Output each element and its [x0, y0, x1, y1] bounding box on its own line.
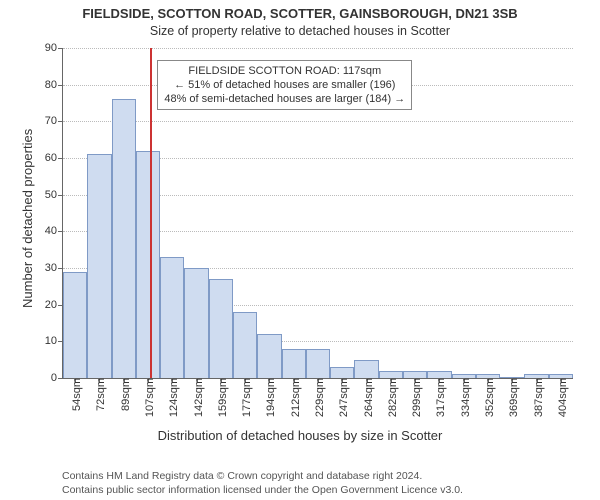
bar: [282, 349, 306, 378]
x-axis-label: Distribution of detached houses by size …: [0, 428, 600, 443]
ytick-label: 30: [45, 262, 63, 274]
plot-area: 010203040506070809054sqm72sqm89sqm107sqm…: [62, 48, 573, 379]
xtick-label: 352sqm: [480, 378, 496, 417]
annotation-line: 48% of semi-detached houses are larger (…: [164, 92, 405, 106]
grid-line: [63, 48, 573, 49]
ytick-label: 40: [45, 225, 63, 237]
xtick-label: 194sqm: [261, 378, 277, 417]
bar: [209, 279, 233, 378]
ytick-label: 0: [51, 372, 63, 384]
xtick-label: 264sqm: [359, 378, 375, 417]
xtick-label: 107sqm: [140, 378, 156, 417]
bar: [427, 371, 451, 378]
xtick-label: 142sqm: [189, 378, 205, 417]
bar: [354, 360, 378, 378]
xtick-label: 89sqm: [116, 378, 132, 411]
xtick-label: 177sqm: [237, 378, 253, 417]
xtick-label: 404sqm: [553, 378, 569, 417]
xtick-label: 72sqm: [91, 378, 107, 411]
ytick-label: 20: [45, 299, 63, 311]
bar: [233, 312, 257, 378]
ytick-label: 60: [45, 152, 63, 164]
annotation-line: ← 51% of detached houses are smaller (19…: [164, 78, 405, 92]
bar: [379, 371, 403, 378]
bar: [136, 151, 160, 378]
grid-line: [63, 121, 573, 122]
xtick-label: 282sqm: [383, 378, 399, 417]
xtick-label: 317sqm: [431, 378, 447, 417]
xtick-label: 54sqm: [67, 378, 83, 411]
chart-subtitle: Size of property relative to detached ho…: [0, 24, 600, 38]
bar: [257, 334, 281, 378]
bar: [306, 349, 330, 378]
xtick-label: 229sqm: [310, 378, 326, 417]
xtick-label: 334sqm: [456, 378, 472, 417]
ytick-label: 10: [45, 335, 63, 347]
xtick-label: 299sqm: [407, 378, 423, 417]
annotation-box: FIELDSIDE SCOTTON ROAD: 117sqm ← 51% of …: [157, 60, 412, 111]
chart-title: FIELDSIDE, SCOTTON ROAD, SCOTTER, GAINSB…: [0, 6, 600, 21]
reference-line: [150, 48, 152, 378]
footer-line: Contains public sector information licen…: [62, 484, 463, 498]
bar: [403, 371, 427, 378]
bar: [184, 268, 208, 378]
bar: [63, 272, 87, 378]
bar: [87, 154, 111, 378]
xtick-label: 247sqm: [334, 378, 350, 417]
footer-attribution: Contains HM Land Registry data © Crown c…: [62, 470, 463, 497]
ytick-label: 90: [45, 42, 63, 54]
xtick-label: 387sqm: [529, 378, 545, 417]
bar: [330, 367, 354, 378]
bar: [112, 99, 136, 378]
xtick-label: 212sqm: [286, 378, 302, 417]
y-axis-label: Number of detached properties: [20, 129, 35, 308]
chart-container: FIELDSIDE, SCOTTON ROAD, SCOTTER, GAINSB…: [0, 0, 600, 500]
xtick-label: 124sqm: [164, 378, 180, 417]
xtick-label: 369sqm: [504, 378, 520, 417]
ytick-label: 80: [45, 79, 63, 91]
xtick-label: 159sqm: [213, 378, 229, 417]
ytick-label: 50: [45, 189, 63, 201]
footer-line: Contains HM Land Registry data © Crown c…: [62, 470, 463, 484]
bar: [160, 257, 184, 378]
annotation-line: FIELDSIDE SCOTTON ROAD: 117sqm: [164, 64, 405, 78]
ytick-label: 70: [45, 115, 63, 127]
